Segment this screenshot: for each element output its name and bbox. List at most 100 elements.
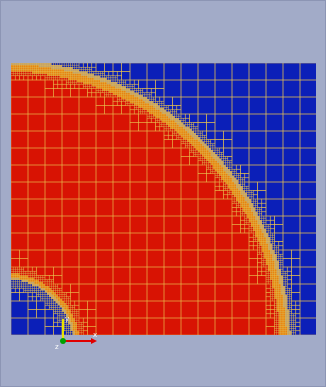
mesh-cell [53, 294, 56, 297]
mesh-cell [66, 69, 69, 72]
mesh-cell [68, 71, 71, 74]
mesh-cell [185, 141, 188, 144]
mesh-cell [40, 279, 43, 282]
mesh-cell [79, 326, 82, 329]
mesh-cell [30, 273, 33, 276]
mesh-cell [278, 318, 281, 321]
mesh-cell [62, 309, 65, 312]
mesh-cell [202, 150, 205, 153]
mesh-cell [36, 294, 39, 297]
mesh-cell [40, 286, 43, 289]
mesh-cell [15, 286, 18, 289]
mesh-cell [34, 69, 37, 72]
mesh-cell [13, 279, 16, 282]
mesh-cell [17, 275, 20, 278]
mesh-cell [47, 301, 50, 304]
mesh-cell [45, 301, 48, 304]
mesh-cell [28, 271, 31, 274]
mesh-cell [266, 114, 283, 131]
mesh-cell [110, 88, 113, 91]
mesh-cell [274, 311, 277, 314]
mesh-cell [244, 173, 249, 178]
mesh-cell [236, 211, 241, 216]
mesh-cell [181, 139, 184, 142]
mesh-cell [278, 241, 283, 246]
mesh-cell [274, 273, 277, 276]
mesh-cell [223, 165, 226, 168]
mesh-cell [168, 120, 171, 123]
mesh-cell [172, 97, 181, 106]
mesh-cell [251, 194, 254, 197]
mesh-cell [195, 131, 198, 134]
mesh-cell [189, 135, 192, 138]
mesh-cell [96, 131, 113, 148]
mesh-cell [246, 194, 249, 197]
mesh-cell [100, 90, 103, 93]
mesh-cell [276, 260, 279, 263]
mesh-cell [130, 199, 147, 216]
mesh-cell [100, 71, 103, 74]
mesh-cell [91, 84, 94, 87]
mesh-cell [263, 260, 266, 263]
mesh-cell [263, 218, 266, 221]
mesh-cell [100, 92, 105, 97]
mesh-cell [81, 326, 84, 329]
mesh-cell [155, 109, 158, 112]
mesh-cell [283, 315, 286, 318]
mesh-cell [189, 137, 192, 140]
mesh-cell [198, 182, 215, 199]
mesh-cell [76, 332, 79, 335]
mesh-cell [74, 73, 77, 76]
mesh-cell [113, 86, 116, 89]
mesh-cell [55, 307, 58, 310]
mesh-cell [283, 303, 286, 306]
mesh-cell [108, 80, 111, 83]
mesh-cell [185, 124, 188, 127]
mesh-cell [55, 288, 58, 291]
mesh-cell [11, 216, 28, 233]
mesh-cell [59, 309, 62, 312]
adaptive-mesh-plot[interactable] [11, 63, 316, 335]
mesh-cell [221, 169, 224, 172]
mesh-cell [176, 122, 179, 125]
mesh-cell [283, 309, 286, 312]
mesh-cell [147, 233, 164, 250]
mesh-cell [253, 237, 256, 240]
mesh-cell [28, 281, 31, 284]
mesh-cell [266, 281, 269, 284]
mesh-cell [280, 292, 283, 295]
mesh-cell [68, 75, 71, 78]
mesh-cell [210, 162, 213, 165]
mesh-cell [242, 209, 245, 212]
mesh-cell [193, 131, 196, 134]
mesh-cell [212, 156, 215, 159]
mesh-cell [113, 71, 118, 76]
mesh-cell [261, 211, 266, 216]
mesh-cell [255, 218, 258, 221]
mesh-cell [151, 109, 154, 112]
mesh-cell [151, 103, 154, 106]
mesh-cell [15, 281, 18, 284]
mesh-cell [268, 250, 271, 253]
mesh-cell [96, 97, 105, 106]
mesh-cell [232, 173, 235, 176]
mesh-cell [30, 284, 33, 287]
mesh-cell [134, 109, 139, 114]
mesh-cell [278, 281, 281, 284]
mesh-cell [57, 309, 60, 312]
mesh-cell [13, 69, 16, 72]
mesh-cell [276, 326, 279, 329]
mesh-cell [221, 158, 224, 161]
mesh-cell [62, 294, 65, 297]
mesh-cell [117, 97, 120, 100]
mesh-cell [62, 69, 65, 72]
mesh-cell [113, 101, 118, 106]
mesh-cell [25, 69, 28, 72]
mesh-cell [280, 324, 283, 327]
mesh-cell [53, 296, 56, 299]
mesh-cell [62, 73, 65, 76]
mesh-cell [234, 175, 237, 178]
mesh-cell [253, 245, 258, 250]
mesh-cell [79, 267, 96, 284]
